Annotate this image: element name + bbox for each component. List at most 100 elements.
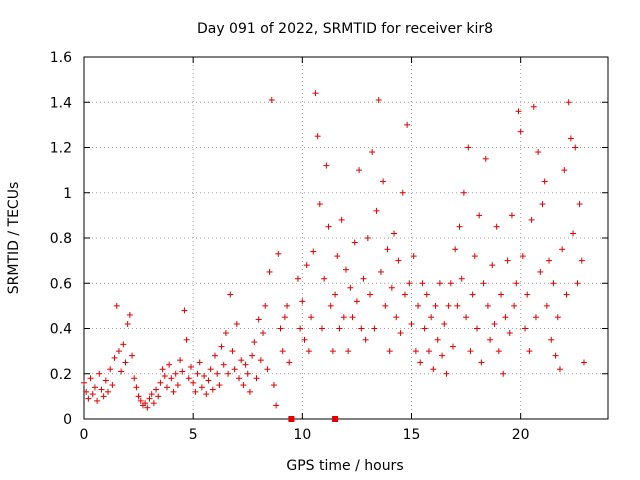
data-point xyxy=(297,325,304,332)
data-point xyxy=(502,314,509,321)
data-point xyxy=(421,325,428,332)
data-point xyxy=(249,352,256,359)
data-point xyxy=(476,212,483,219)
data-point xyxy=(369,149,376,156)
data-point xyxy=(380,178,387,185)
data-point xyxy=(495,348,502,355)
x-tick-label: 15 xyxy=(403,427,421,443)
data-point xyxy=(242,361,249,368)
data-point xyxy=(543,302,550,309)
data-point xyxy=(166,361,173,368)
data-point xyxy=(246,388,253,395)
data-point xyxy=(358,325,365,332)
data-point xyxy=(170,388,177,395)
data-point xyxy=(222,330,229,337)
data-point xyxy=(135,393,142,400)
data-point xyxy=(96,370,103,377)
data-point xyxy=(98,386,105,393)
data-point xyxy=(146,395,153,402)
data-point xyxy=(275,250,282,257)
data-point xyxy=(552,352,559,359)
data-point xyxy=(458,275,465,282)
data-point xyxy=(198,384,205,391)
data-point xyxy=(336,325,343,332)
data-point xyxy=(279,348,286,355)
data-point xyxy=(161,373,168,380)
data-point xyxy=(353,298,360,305)
axis-ticks: 0 5 10 15 20 0 0.2 0.4 0.6 0.8 1 1.2 1.4 1.6 xyxy=(50,50,608,443)
data-point xyxy=(454,302,461,309)
data-point xyxy=(559,246,566,253)
data-point xyxy=(362,336,369,343)
data-point xyxy=(371,325,378,332)
data-point xyxy=(428,314,435,321)
data-point xyxy=(439,352,446,359)
data-point xyxy=(482,155,489,162)
data-point xyxy=(377,268,384,275)
data-point xyxy=(397,330,404,337)
data-point xyxy=(441,320,448,327)
data-point xyxy=(148,391,155,398)
data-point xyxy=(155,393,162,400)
y-tick-label: 0 xyxy=(63,412,72,428)
data-point xyxy=(194,370,201,377)
data-point xyxy=(190,379,197,386)
x-tick-label: 10 xyxy=(293,427,311,443)
data-point xyxy=(251,339,258,346)
plot-frame xyxy=(83,56,609,420)
data-point xyxy=(301,336,308,343)
data-point xyxy=(113,302,120,309)
data-point xyxy=(244,370,251,377)
data-point xyxy=(270,382,277,389)
data-point xyxy=(484,302,491,309)
data-point xyxy=(415,302,422,309)
data-point xyxy=(94,397,101,404)
data-point xyxy=(181,307,188,314)
data-point xyxy=(528,216,535,223)
data-point xyxy=(432,302,439,309)
data-point xyxy=(102,377,109,384)
data-point xyxy=(303,262,310,269)
data-point xyxy=(308,314,315,321)
data-point xyxy=(118,368,125,375)
data-point xyxy=(187,363,194,370)
y-axis-label: SRMTID / TECUs xyxy=(6,182,22,295)
data-point xyxy=(412,348,419,355)
data-point xyxy=(554,314,561,321)
data-point xyxy=(257,357,264,364)
data-point xyxy=(124,320,131,327)
data-point xyxy=(209,386,216,393)
data-point xyxy=(386,348,393,355)
y-tick-label: 0.4 xyxy=(50,322,72,338)
data-point xyxy=(262,302,269,309)
data-point xyxy=(556,366,563,373)
data-point xyxy=(318,325,325,332)
data-point xyxy=(268,96,275,103)
data-point xyxy=(203,391,210,398)
grid-lines xyxy=(84,57,608,419)
data-point xyxy=(81,379,87,386)
data-point xyxy=(395,257,402,264)
data-point xyxy=(550,280,557,287)
data-point xyxy=(436,280,443,287)
data-point xyxy=(314,133,321,140)
data-point xyxy=(491,320,498,327)
data-point xyxy=(236,375,243,382)
data-point xyxy=(570,230,577,237)
data-point xyxy=(214,370,221,377)
data-point xyxy=(310,248,317,255)
data-point xyxy=(580,359,587,366)
data-point xyxy=(460,189,467,196)
data-point xyxy=(163,384,170,391)
data-point xyxy=(220,361,227,368)
y-tick-label: 0.8 xyxy=(50,231,72,247)
data-point xyxy=(205,377,212,384)
data-point xyxy=(87,375,94,382)
data-point xyxy=(393,314,400,321)
gap-marker xyxy=(288,416,295,422)
x-axis-label: GPS time / hours xyxy=(286,458,403,474)
data-point xyxy=(561,167,568,174)
data-point xyxy=(576,201,583,208)
data-point xyxy=(443,370,450,377)
